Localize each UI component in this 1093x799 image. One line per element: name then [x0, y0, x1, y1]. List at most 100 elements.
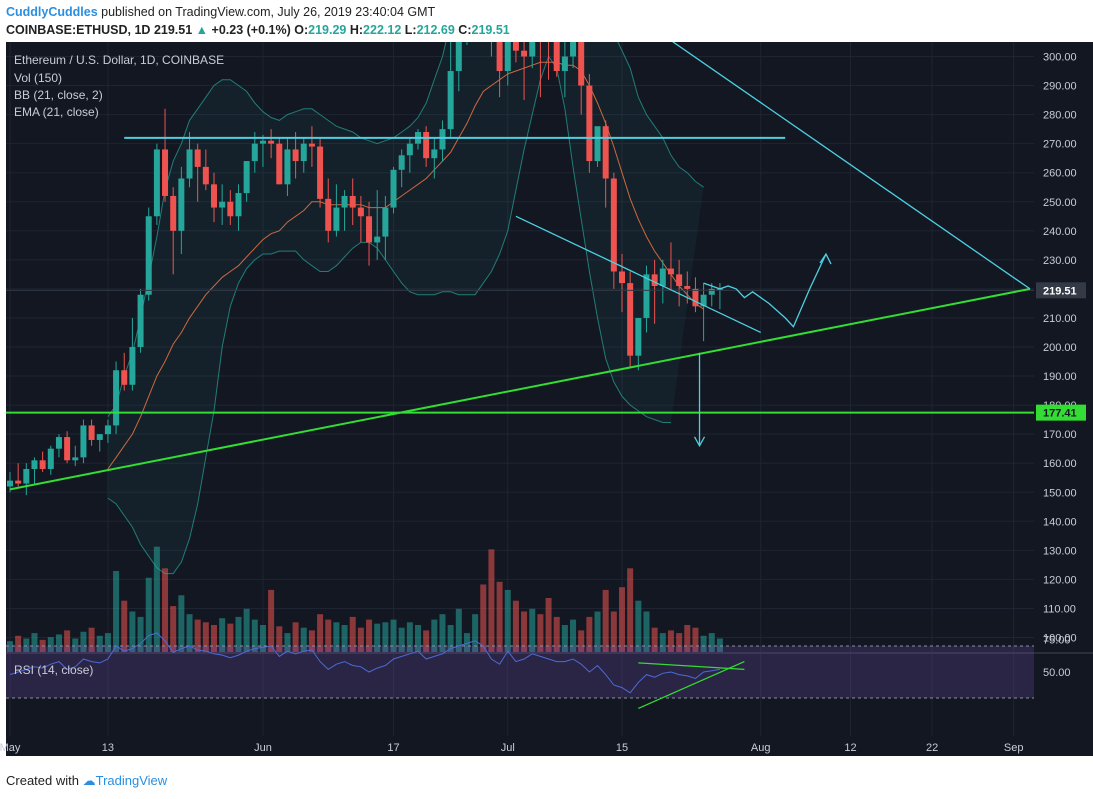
volume-bar [121, 600, 128, 652]
price-tick-label: 170.00 [1043, 429, 1077, 441]
tradingview-link[interactable]: TradingView [95, 773, 168, 788]
rsi-pane[interactable] [6, 654, 1034, 736]
time-axis[interactable] [6, 736, 1093, 756]
time-tick-label: 13 [102, 742, 114, 754]
candle-body [162, 149, 169, 196]
bollinger-band-fill [107, 42, 704, 574]
price-tick-label: 130.00 [1043, 545, 1077, 557]
candle-body [276, 143, 283, 185]
volume-bar [521, 611, 528, 652]
candle-body [512, 42, 519, 51]
volume-bar [667, 630, 674, 652]
volume-bar [178, 595, 185, 652]
rsi-tick-label: 75.00 [1043, 635, 1071, 647]
time-tick-label: May [0, 742, 21, 754]
candle-body [496, 42, 503, 72]
candle-body [659, 268, 666, 286]
candle-body [700, 294, 707, 307]
projection-path [703, 253, 827, 328]
candle-body [455, 42, 462, 72]
candle-body [594, 126, 601, 162]
volume-bar [716, 638, 723, 652]
candle-body [602, 126, 609, 179]
candle-body [684, 285, 691, 289]
candle-body [341, 195, 348, 208]
price-tick-label: 300.00 [1043, 52, 1077, 64]
volume-bar [80, 631, 87, 652]
volume-bar [170, 606, 177, 652]
price-tick-label: 140.00 [1043, 516, 1077, 528]
price-tick-label: 240.00 [1043, 226, 1077, 238]
candle-body [651, 274, 658, 286]
candle-body [333, 207, 340, 231]
volume-bar [145, 577, 152, 652]
candle-body [39, 460, 46, 470]
price-tick-label: 250.00 [1043, 197, 1077, 209]
price-tick-label: 200.00 [1043, 342, 1077, 354]
candle-body [88, 425, 95, 440]
candle-body [692, 288, 699, 307]
volume-bar [504, 589, 511, 652]
candle-body [227, 201, 234, 217]
legend-title: Ethereum / U.S. Dollar, 1D, COINBASE [14, 53, 224, 67]
volume-bar [692, 627, 699, 652]
candle-body [194, 149, 201, 167]
volume-bar [537, 614, 544, 652]
time-tick-label: 12 [844, 742, 856, 754]
volume-bar [676, 633, 683, 652]
chart-canvas[interactable]: 300.00 290.00 280.00 270.00 260.00 250.00 240.… [0, 42, 1093, 765]
candle-body [104, 425, 111, 435]
volume-bar [610, 611, 617, 652]
candle-body [627, 283, 634, 356]
candle-body [113, 370, 120, 426]
last-price: 219.51 [153, 23, 193, 37]
candle-body [504, 42, 511, 72]
tradingview-logo-icon[interactable]: ☁ [82, 773, 96, 788]
volume-bar [627, 568, 634, 652]
candle-body [586, 85, 593, 162]
time-tick-label: Jul [501, 742, 515, 754]
candle-body [635, 317, 642, 356]
volume-bar [137, 616, 144, 652]
rsi-tick-label: 50.00 [1043, 667, 1071, 679]
volume-bar [308, 630, 315, 652]
volume-bar [619, 587, 625, 652]
price-tick-label: 110.00 [1043, 603, 1076, 615]
volume-bar [284, 633, 291, 652]
volume-bar [31, 633, 38, 652]
price-axis[interactable] [1034, 42, 1093, 736]
volume-bar [317, 614, 324, 652]
time-tick-label: Jun [254, 742, 272, 754]
time-tick-label: Aug [751, 742, 771, 754]
candle-body [553, 42, 560, 72]
candle-body [178, 178, 185, 231]
trendline [671, 42, 1031, 290]
price-tick-label: 290.00 [1043, 81, 1077, 93]
volume-bar [219, 618, 226, 652]
price-tick-label: 100.00 [1043, 633, 1077, 645]
volume-bar [488, 549, 495, 652]
volume-bar [104, 633, 111, 652]
candle-body [80, 425, 87, 458]
candle-body [47, 448, 54, 470]
time-tick-label: 22 [926, 742, 938, 754]
candle-body [170, 195, 177, 231]
author-link[interactable]: CuddlyCuddles [6, 5, 98, 19]
price-tick-label: 150.00 [1043, 487, 1077, 499]
trendline [9, 287, 1031, 491]
change-value: +0.23 (+0.1%) [211, 23, 291, 37]
candle-body [219, 201, 226, 208]
candle-body [300, 143, 307, 162]
volume-bar [545, 598, 552, 652]
legend-ema: EMA (21, close) [14, 105, 99, 119]
volume-bar [578, 630, 585, 652]
price-tick-label: 210.00 [1043, 313, 1077, 325]
candle-body [619, 271, 625, 284]
candle-body [610, 178, 617, 272]
close-label: C: [458, 23, 472, 37]
candle-body [382, 207, 389, 237]
low-label: L: [404, 23, 417, 37]
volume-bar [162, 568, 169, 652]
time-tick-label: Sep [1004, 742, 1024, 754]
candle-body [251, 143, 258, 162]
